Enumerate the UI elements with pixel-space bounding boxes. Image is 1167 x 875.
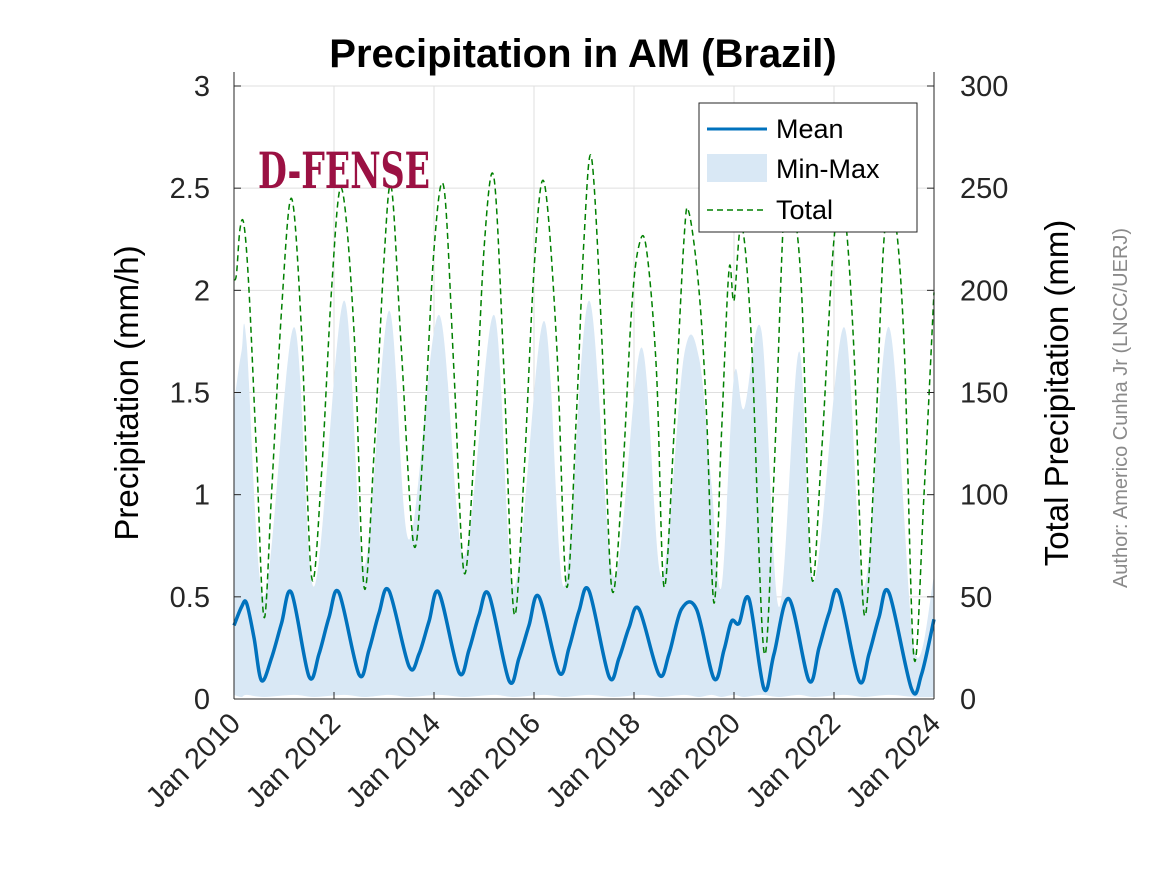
author-note: Author: Americo Cunha Jr (LNCC/UERJ) <box>1110 228 1132 588</box>
right-y-tick-label: 150 <box>960 378 1008 410</box>
left-y-tick-label: 0.5 <box>170 582 210 614</box>
right-y-tick-label: 200 <box>960 275 1008 307</box>
series-mean-line <box>232 586 936 696</box>
right-y-tick-label: 100 <box>960 480 1008 512</box>
left-y-tick-label: 1 <box>194 480 210 512</box>
legend-minmax-swatch <box>707 154 767 182</box>
dfense-logo-text: D-FENSE <box>258 141 430 200</box>
legend: Mean Min-Max Total <box>698 102 918 233</box>
left-y-tick-label: 0 <box>194 684 210 716</box>
legend-mean-label: Mean <box>776 114 844 144</box>
left-y-tick-label: 2 <box>194 275 210 307</box>
min-max-band <box>234 300 934 698</box>
right-y-tick-label: 300 <box>960 71 1008 103</box>
left-y-ticks: 0 0.5 1 1.5 2 2.5 3 <box>170 71 241 716</box>
left-y-axis-label: Precipitation (mm/h) <box>108 245 145 540</box>
right-y-ticks: 0 50 100 150 200 250 300 <box>927 71 1008 716</box>
axes <box>233 72 935 700</box>
series-min-max-area <box>234 300 934 698</box>
right-y-tick-label: 0 <box>960 684 976 716</box>
chart-title: Precipitation in AM (Brazil) <box>329 32 836 76</box>
right-y-axis-label: Total Precipitation (mm) <box>1038 220 1075 567</box>
series-lines <box>232 154 936 696</box>
right-y-tick-label: 50 <box>960 582 992 614</box>
legend-minmax-label: Min-Max <box>776 154 880 184</box>
series-total-line <box>233 154 935 662</box>
left-y-tick-label: 3 <box>194 71 210 103</box>
left-y-tick-label: 1.5 <box>170 378 210 410</box>
legend-total-label: Total <box>776 195 833 225</box>
right-y-tick-label: 250 <box>960 173 1008 205</box>
left-y-tick-label: 2.5 <box>170 173 210 205</box>
